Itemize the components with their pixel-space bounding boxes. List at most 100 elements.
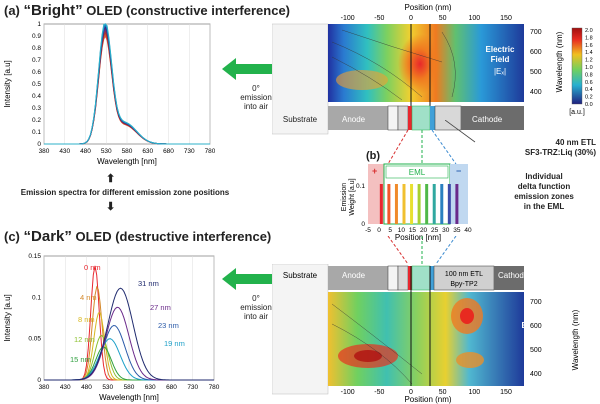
top-field-label-1: Electric <box>486 45 515 54</box>
b-xtick-label: 25 <box>431 227 439 234</box>
b-xtick-label: 35 <box>453 227 461 234</box>
b-plus-sign: + <box>372 166 377 176</box>
panel-a-ylabel: Intensity [a.u] <box>3 60 12 108</box>
c-curve-label: 0 nm <box>84 263 101 272</box>
c-xtick-label: 680 <box>166 384 177 391</box>
a-xtick-label: 680 <box>163 148 174 155</box>
colorbar-tick-label: 0.4 <box>585 87 593 93</box>
bottom-xtick-label: -50 <box>374 389 384 396</box>
panel-b-caption: Individual delta function emission zones… <box>514 172 574 211</box>
colorbar-tick-label: 0.0 <box>585 102 593 108</box>
top-anode-label: Anode <box>342 115 366 124</box>
c-spectrum-curve <box>44 287 214 381</box>
top-field-label-3: |Eₓ| <box>494 67 506 76</box>
top-emission-arrow <box>222 58 272 80</box>
bottom-xtick-label: 0 <box>409 389 413 396</box>
b-connectors-bottom <box>387 236 457 265</box>
b-xtick-label: 40 <box>464 227 472 234</box>
b-emission-bar <box>402 184 406 224</box>
etl-label-top: 40 nm ETL <box>555 138 596 147</box>
colorbar-tick-label: 1.4 <box>585 50 593 56</box>
c-curve-label: 27 nm <box>150 303 171 312</box>
a-xtick-label: 480 <box>80 148 91 155</box>
top-xtick-label: -50 <box>374 15 384 22</box>
top-ytick-label: 500 <box>530 69 542 76</box>
c-curve-label: 19 nm <box>164 339 185 348</box>
bottom-etl-material: Bpy-TP2 <box>450 281 477 288</box>
colorbar-unit: [a.u.] <box>569 109 585 116</box>
a-spectrum-curve <box>44 23 210 145</box>
panel-a-xlabel: Wavelength [nm] <box>97 157 157 166</box>
bottom-cathode-block <box>494 266 524 290</box>
top-red-layer <box>408 106 412 130</box>
c-curve-label: 23 nm <box>158 321 179 330</box>
top-position-label: Position (nm) <box>404 3 451 12</box>
a-xtick-label: 530 <box>101 148 112 155</box>
bottom-xtick-label: 150 <box>500 389 512 396</box>
c-ytick-label: 0 <box>37 377 41 384</box>
bottom-field-label-1: Electric <box>522 321 551 330</box>
middle-up-arrow: ⬆ <box>106 173 116 185</box>
colorbar <box>571 27 583 105</box>
b-xtick-label: 20 <box>420 227 428 234</box>
a-ytick-label: 0 <box>37 141 41 148</box>
a-ytick-label: 1 <box>37 21 41 28</box>
panel-c-quoted: “Dark” <box>23 228 72 245</box>
bottom-xtick-label: -100 <box>341 389 355 396</box>
b-blue-zone <box>450 164 468 224</box>
colorbar-tick-label: 2.0 <box>585 28 593 34</box>
a-ytick-label: 0.3 <box>32 105 41 112</box>
bottom-substrate-region <box>272 264 329 395</box>
top-substrate-label: Substrate <box>283 115 318 124</box>
bottom-eml-layer <box>411 265 431 291</box>
bottom-etl-layer <box>433 265 495 291</box>
b-emission-bar <box>447 184 451 224</box>
a-ytick-label: 0.4 <box>32 93 41 100</box>
panel-c-xlabel: Wavelength [nm] <box>99 393 159 402</box>
a-xtick-label: 630 <box>142 148 153 155</box>
b-xtick-label: 15 <box>409 227 417 234</box>
c-curve-label: 12 nm <box>74 335 95 344</box>
top-cathode-label: Cathode <box>472 115 503 124</box>
bottom-anode-label: Anode <box>342 271 366 280</box>
bottom-emission-label: 0° emission into air <box>240 294 272 321</box>
b-emission-bar <box>417 184 421 224</box>
a-ytick-label: 0.8 <box>32 45 41 52</box>
top-substrate-region <box>272 23 329 135</box>
b-minus-sign: − <box>456 166 461 176</box>
bottom-field-label-3: |Eₓ| <box>530 343 542 352</box>
top-ytick-label: 400 <box>530 89 542 96</box>
bottom-ytick-label: 500 <box>530 347 542 354</box>
b-eml-label: EML <box>409 168 426 177</box>
a-ytick-label: 0.6 <box>32 69 41 76</box>
bottom-wavelength-label: Wavelength (nm) <box>571 309 580 370</box>
panel-a-quoted: “Bright” <box>23 2 83 19</box>
a-ytick-label: 0.5 <box>32 81 41 88</box>
b-xtick-label: 0 <box>377 227 381 234</box>
c-xtick-label: 480 <box>81 384 92 391</box>
a-xtick-label: 730 <box>184 148 195 155</box>
c-ytick-label: 0.15 <box>28 253 41 260</box>
top-ytick-label: 700 <box>530 29 542 36</box>
top-eml-layer <box>411 105 431 131</box>
bottom-ytick-label: 600 <box>530 323 542 330</box>
b-connectors-top <box>387 129 457 165</box>
b-xtick-label: 30 <box>442 227 450 234</box>
c-xtick-label: 380 <box>39 384 50 391</box>
top-anode-block <box>328 106 388 130</box>
top-xtick-label: -100 <box>341 15 355 22</box>
c-xtick-label: 530 <box>102 384 113 391</box>
top-field-map: Substrate Anode Cathode Electric Field |… <box>272 3 593 135</box>
b-emission-bar <box>440 184 444 224</box>
a-xtick-label: 580 <box>122 148 133 155</box>
top-xtick-label: 0 <box>409 15 413 22</box>
colorbar-tick-label: 0.2 <box>585 95 593 101</box>
bottom-etl-label: 100 nm ETL <box>445 271 483 278</box>
top-field-label-2: Field <box>491 55 510 64</box>
top-xtick-label: 150 <box>500 15 512 22</box>
b-ytick-label: 0.1 <box>356 183 365 190</box>
c-xtick-label: 580 <box>124 384 135 391</box>
b-xtick-label: 5 <box>388 227 392 234</box>
b-emission-bar <box>432 184 436 224</box>
c-curve-label: 31 nm <box>138 279 159 288</box>
